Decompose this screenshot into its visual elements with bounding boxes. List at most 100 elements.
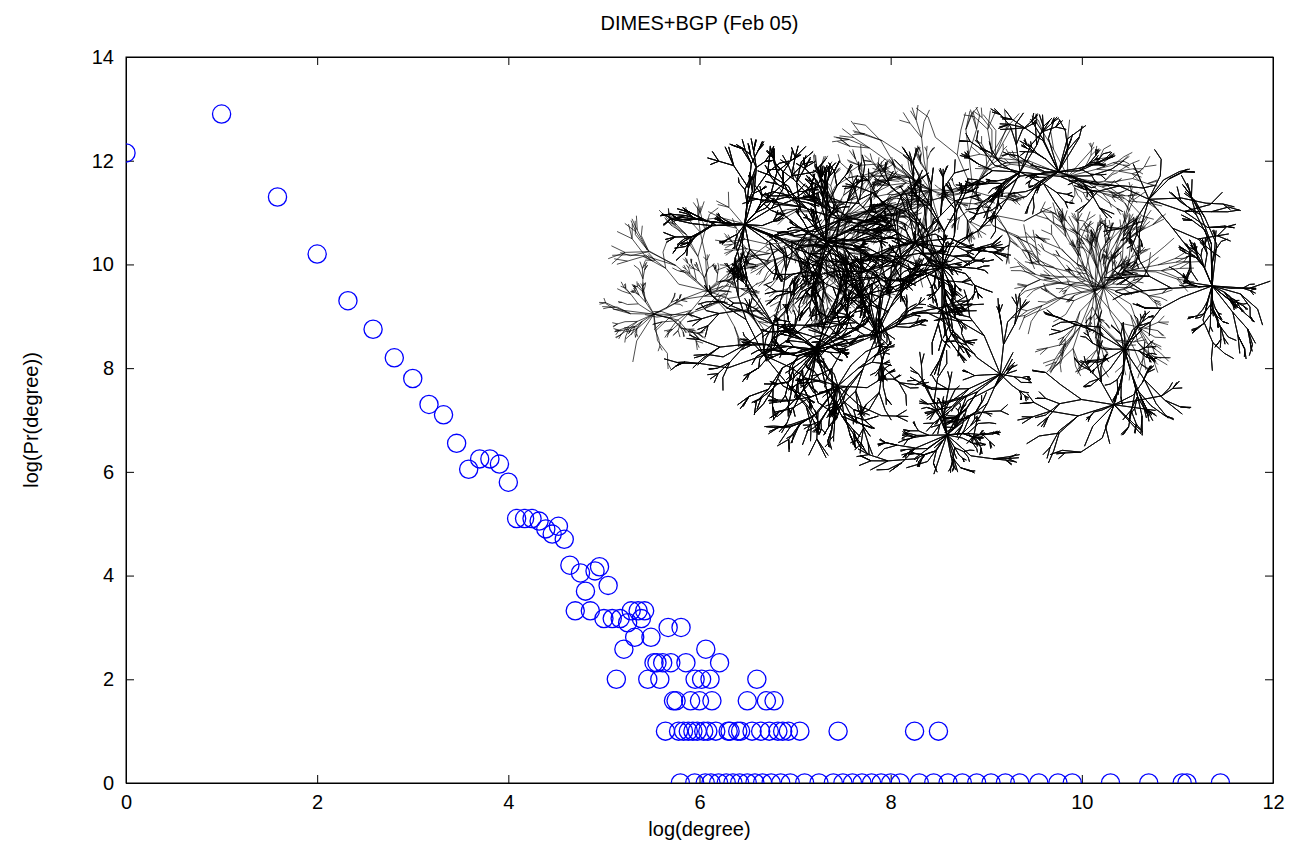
point	[757, 692, 775, 710]
point	[460, 460, 478, 478]
point	[385, 349, 403, 367]
tick-label: 8	[103, 357, 114, 379]
point	[404, 369, 422, 387]
point	[765, 692, 783, 710]
point	[590, 558, 608, 576]
point	[1063, 774, 1081, 783]
point	[779, 722, 797, 740]
plot-frame	[126, 57, 1273, 783]
tick: 2	[312, 775, 323, 813]
point	[1030, 774, 1048, 783]
point	[905, 722, 923, 740]
tick	[1265, 576, 1273, 577]
point	[669, 722, 687, 740]
tick-mark	[126, 679, 134, 680]
x-axis-top	[127, 57, 1274, 65]
y-axis-right	[1265, 58, 1274, 784]
point	[829, 722, 847, 740]
tick-mark	[317, 57, 318, 65]
point	[721, 722, 739, 740]
point	[595, 610, 613, 628]
tick-mark	[317, 775, 318, 783]
point	[769, 722, 787, 740]
point	[791, 722, 809, 740]
tick	[1082, 57, 1083, 65]
point	[364, 320, 382, 338]
point	[308, 245, 326, 263]
point	[434, 406, 452, 424]
tick: 2	[103, 668, 134, 690]
point	[1178, 774, 1196, 783]
tick-mark	[1265, 264, 1273, 265]
y-axis: 0 2 4 6 8 10 12 14	[92, 46, 134, 794]
tick-mark	[126, 576, 134, 577]
tick-label: 0	[103, 772, 114, 794]
tick: 10	[1071, 775, 1093, 813]
tick	[1265, 161, 1273, 162]
tick: 4	[103, 564, 134, 586]
tick-mark	[126, 57, 134, 58]
tick-mark	[700, 57, 701, 65]
tick	[1265, 264, 1273, 265]
tick-label: 10	[1071, 791, 1093, 813]
tick	[891, 57, 892, 65]
chart-title: DIMES+BGP (Feb 05)	[600, 12, 798, 34]
tick-label: 4	[103, 564, 114, 586]
tick-label: 12	[92, 150, 114, 172]
point	[581, 602, 599, 620]
point	[626, 628, 644, 646]
point	[490, 455, 508, 473]
tick-mark	[508, 775, 509, 783]
tick: 0	[103, 772, 134, 794]
tick: 10	[92, 253, 134, 275]
point	[710, 654, 728, 672]
tick-mark	[126, 783, 134, 784]
point	[891, 774, 909, 783]
tick-label: 6	[103, 461, 114, 483]
tick	[1265, 368, 1273, 369]
tick	[508, 57, 509, 65]
tick	[1265, 57, 1273, 58]
point	[929, 722, 947, 740]
point	[543, 525, 561, 543]
point	[607, 670, 625, 688]
point	[586, 562, 604, 580]
point	[1011, 774, 1029, 783]
tick: 12	[92, 150, 134, 172]
tick-mark	[1265, 57, 1273, 58]
tick-label: 12	[1262, 791, 1284, 813]
point	[748, 670, 766, 688]
point	[672, 618, 690, 636]
tick-label: 4	[503, 791, 514, 813]
tick-mark	[1265, 472, 1273, 473]
tick-mark	[1265, 783, 1273, 784]
tick-label: 10	[92, 253, 114, 275]
point	[703, 692, 721, 710]
point	[339, 292, 357, 310]
point	[599, 576, 617, 594]
point	[667, 692, 685, 710]
point	[126, 144, 135, 162]
point	[677, 654, 695, 672]
point	[654, 654, 672, 672]
tick-mark	[1265, 679, 1273, 680]
point	[636, 602, 654, 620]
network-inset-group	[599, 105, 1270, 474]
tick-mark	[126, 368, 134, 369]
tick: 6	[103, 461, 134, 483]
tick-mark	[126, 264, 134, 265]
point	[693, 670, 711, 688]
point	[732, 722, 750, 740]
point	[555, 530, 573, 548]
tick-mark	[508, 57, 509, 65]
chart: 02468101202468101214DIMES+BGP (Feb 05)lo…	[0, 0, 1299, 856]
point	[642, 628, 660, 646]
tick-mark	[1265, 368, 1273, 369]
point	[1211, 774, 1229, 783]
tick-label: 0	[121, 791, 132, 813]
tick: 4	[503, 775, 514, 813]
point	[212, 105, 230, 123]
tick-label: 14	[92, 46, 114, 68]
point	[615, 640, 633, 658]
network-inset	[599, 105, 1270, 474]
